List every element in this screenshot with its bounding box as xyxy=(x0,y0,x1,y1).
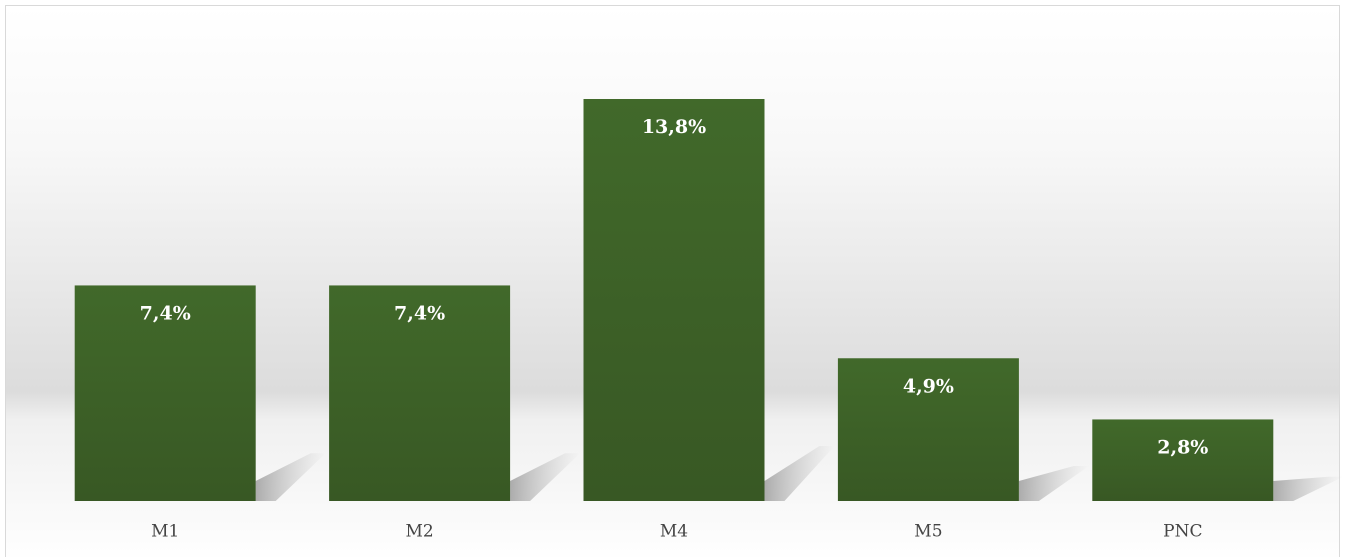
bar xyxy=(74,285,256,501)
bar-shadow xyxy=(1018,466,1089,501)
bar xyxy=(583,99,765,501)
bar xyxy=(837,358,1019,501)
bar xyxy=(329,285,511,501)
bar-shadow xyxy=(764,446,835,501)
value-label: 2,8% xyxy=(1157,436,1208,458)
bar xyxy=(1092,419,1274,501)
value-label: 7,4% xyxy=(140,302,191,324)
x-tick-label: M4 xyxy=(660,522,688,542)
x-tick-label: PNC xyxy=(1163,522,1202,542)
x-tick-label: M2 xyxy=(405,522,433,542)
bar-shadow xyxy=(1273,476,1344,501)
bar-shadow xyxy=(510,453,581,501)
bar-shadow xyxy=(255,453,326,501)
x-tick-label: M1 xyxy=(151,522,179,542)
value-label: 13,8% xyxy=(642,116,706,138)
x-tick-label: M5 xyxy=(914,522,942,542)
value-label: 7,4% xyxy=(394,302,445,324)
value-label: 4,9% xyxy=(903,375,954,397)
